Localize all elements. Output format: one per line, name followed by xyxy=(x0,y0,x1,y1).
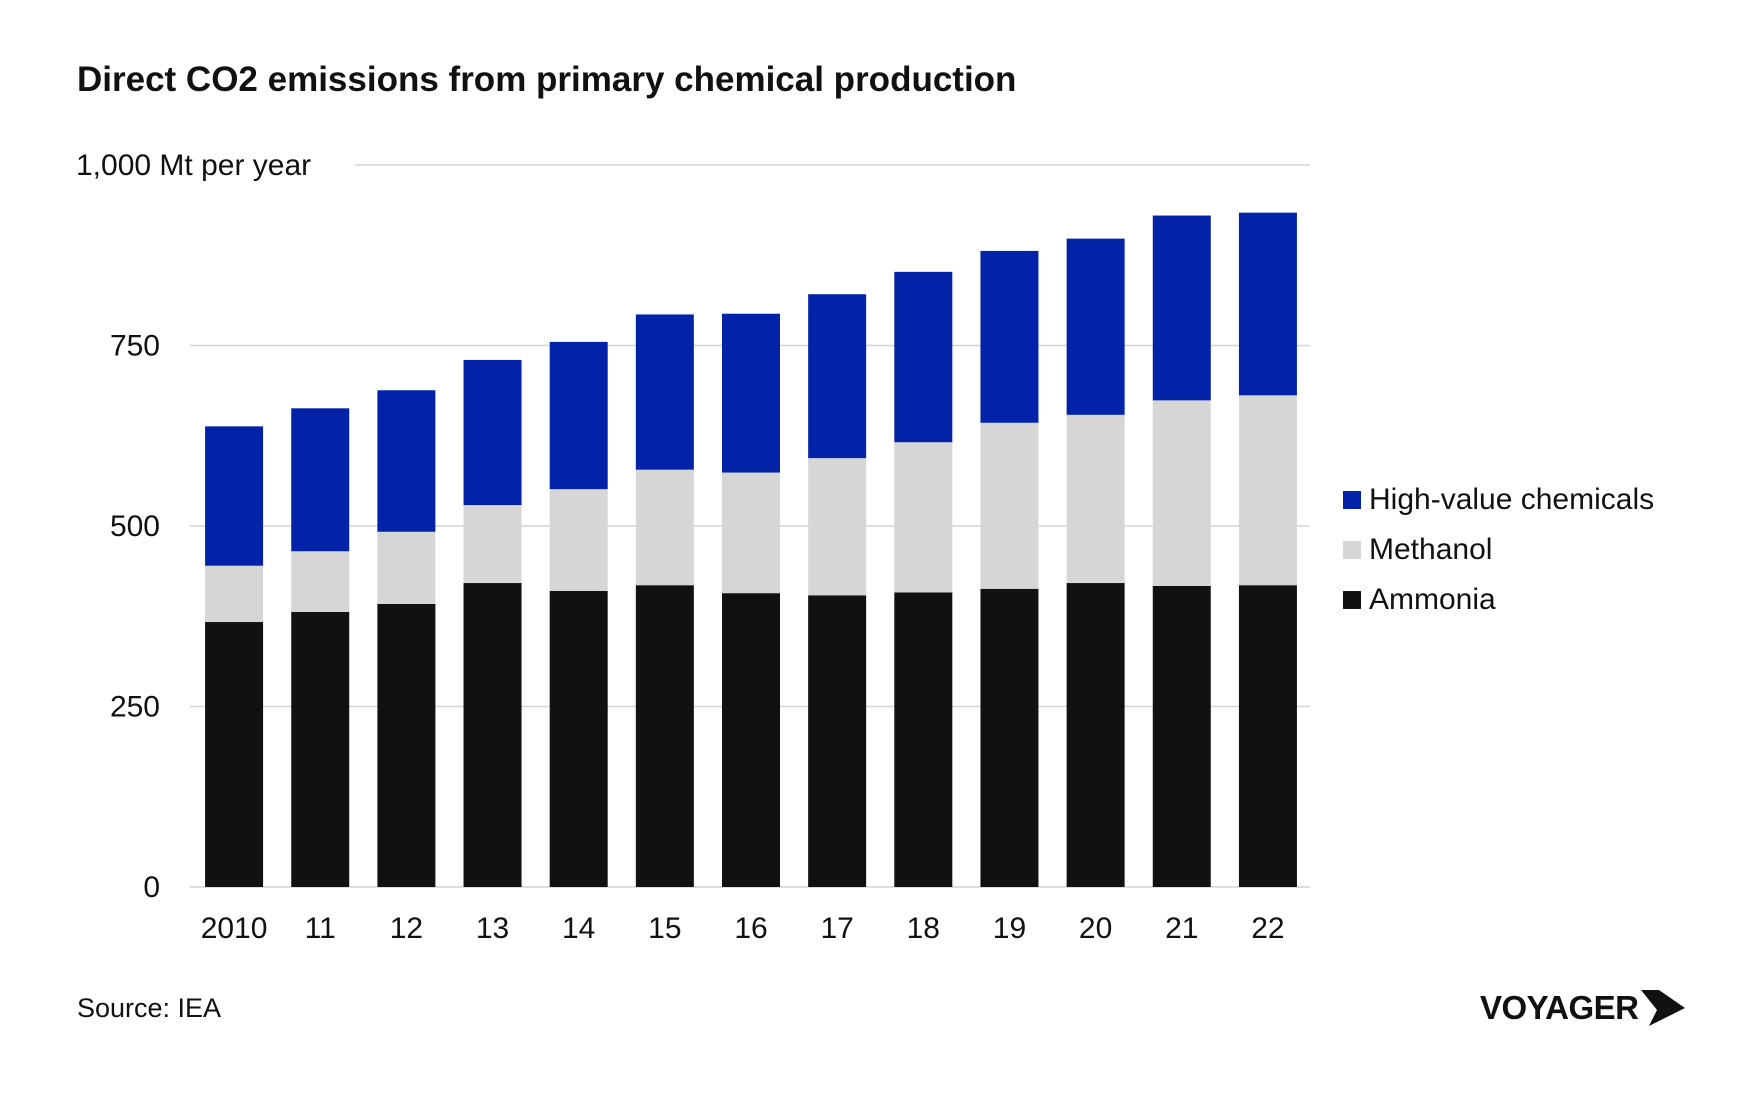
x-tick-label-14: 14 xyxy=(562,912,595,945)
legend-label-hvc: High-value chemicals xyxy=(1369,483,1655,516)
x-tick-label-12: 12 xyxy=(390,912,423,945)
logo-arrow-icon xyxy=(1640,990,1685,1026)
legend-item-methanol: Methanol xyxy=(1343,525,1654,575)
y-tick-label-500: 500 xyxy=(110,510,160,543)
x-tick-label-13: 13 xyxy=(476,912,509,945)
bar-hvc-20 xyxy=(1066,238,1125,415)
legend-label-methanol: Methanol xyxy=(1369,533,1493,566)
bar-hvc-16 xyxy=(722,313,780,473)
chart-title: Direct CO2 emissions from primary chemic… xyxy=(77,60,1017,99)
legend-swatch-ammonia xyxy=(1343,591,1361,609)
bar-methanol-17 xyxy=(808,458,867,596)
bar-methanol-21 xyxy=(1152,400,1211,586)
bar-ammonia-12 xyxy=(377,603,436,887)
x-tick-label-17: 17 xyxy=(820,912,853,945)
bar-methanol-19 xyxy=(980,422,1039,589)
bar-ammonia-15 xyxy=(635,585,694,887)
legend-item-hvc: High-value chemicals xyxy=(1343,475,1654,525)
bar-hvc-21 xyxy=(1152,215,1211,401)
bar-hvc-18 xyxy=(894,271,953,443)
bar-ammonia-20 xyxy=(1066,583,1125,887)
x-tick-label-21: 21 xyxy=(1165,912,1198,945)
x-tick-label-16: 16 xyxy=(734,912,767,945)
x-tick-label-20: 20 xyxy=(1079,912,1112,945)
bar-methanol-22 xyxy=(1238,395,1297,586)
x-tick-label-22: 22 xyxy=(1251,912,1284,945)
bar-methanol-18 xyxy=(894,442,953,593)
logo-wordmark: VOYAGER xyxy=(1480,989,1639,1026)
bar-hvc-14 xyxy=(549,341,608,490)
x-tick-label-18: 18 xyxy=(907,912,940,945)
bar-ammonia-19 xyxy=(980,588,1039,887)
bar-ammonia-2010 xyxy=(205,622,264,887)
bar-hvc-22 xyxy=(1238,212,1297,396)
legend-item-ammonia: Ammonia xyxy=(1343,575,1654,625)
bar-ammonia-21 xyxy=(1152,585,1211,887)
bar-methanol-20 xyxy=(1066,414,1125,584)
bar-methanol-2010 xyxy=(205,565,264,623)
bar-ammonia-17 xyxy=(808,595,867,887)
bar-hvc-19 xyxy=(980,250,1039,423)
legend-swatch-hvc xyxy=(1343,491,1361,509)
bar-hvc-15 xyxy=(635,314,694,470)
bar-methanol-13 xyxy=(463,505,522,584)
bar-hvc-12 xyxy=(377,390,436,532)
bar-ammonia-22 xyxy=(1238,585,1297,887)
x-tick-label-2010: 2010 xyxy=(201,912,268,945)
bar-hvc-11 xyxy=(291,408,350,552)
bar-methanol-12 xyxy=(377,531,436,604)
bar-methanol-14 xyxy=(549,489,608,591)
bar-ammonia-18 xyxy=(894,592,953,887)
x-tick-label-11: 11 xyxy=(305,912,336,945)
bar-methanol-15 xyxy=(635,469,694,586)
x-tick-label-15: 15 xyxy=(648,912,681,945)
x-tick-label-19: 19 xyxy=(993,912,1026,945)
bar-methanol-16 xyxy=(722,472,780,594)
voyager-logo: VOYAGER xyxy=(1480,988,1687,1028)
bar-hvc-17 xyxy=(808,294,867,459)
bar-ammonia-13 xyxy=(463,583,522,887)
legend-swatch-methanol xyxy=(1343,541,1361,559)
y-tick-label-250: 250 xyxy=(110,691,160,724)
bar-ammonia-11 xyxy=(291,611,350,887)
legend: High-value chemicals Methanol Ammonia xyxy=(1343,475,1654,625)
bar-hvc-2010 xyxy=(205,426,264,566)
x-axis-labels: 2010 11 12 13 14 15 16 17 18 19 20 21 22 xyxy=(201,912,1285,945)
source-note: Source: IEA xyxy=(77,993,222,1023)
y-axis-labels: 0 250 500 750 1,000 Mt per year xyxy=(76,149,311,904)
bar-hvc-13 xyxy=(463,359,522,506)
bar-methanol-11 xyxy=(291,551,350,612)
legend-label-ammonia: Ammonia xyxy=(1369,583,1496,616)
y-tick-label-0: 0 xyxy=(143,871,160,904)
y-tick-label-750: 750 xyxy=(110,330,160,363)
bar-ammonia-14 xyxy=(549,590,608,887)
bars xyxy=(205,212,1297,887)
y-tick-label-1000: 1,000 Mt per year xyxy=(76,149,311,182)
bar-ammonia-16 xyxy=(722,593,780,887)
